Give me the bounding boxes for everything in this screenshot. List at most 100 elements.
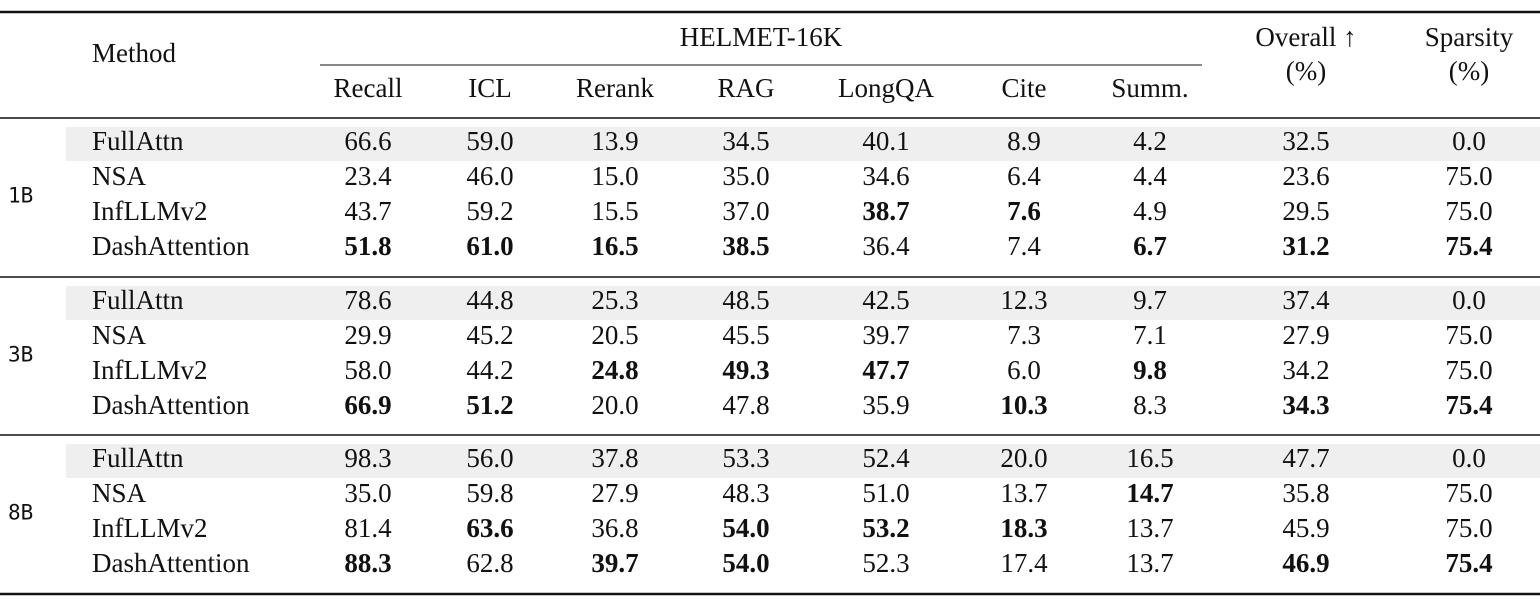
cell-value: 8.3 xyxy=(1133,390,1167,420)
cell-value: 59.2 xyxy=(466,196,513,226)
cell-value: 44.8 xyxy=(466,285,513,315)
group-label: 3B xyxy=(8,343,33,367)
cell-value: 7.1 xyxy=(1133,320,1167,350)
cell-value: 51.2 xyxy=(466,390,513,420)
cell-value: 45.5 xyxy=(722,320,769,350)
cell-value: 27.9 xyxy=(591,478,638,508)
cell-value: 81.4 xyxy=(344,513,392,543)
method-header: Method xyxy=(92,38,176,68)
cell-value: 75.4 xyxy=(1445,231,1492,261)
method-name: InfLLMv2 xyxy=(92,513,207,543)
column-header: LongQA xyxy=(838,73,934,103)
cell-value: 4.2 xyxy=(1133,126,1167,156)
cell-value: 75.4 xyxy=(1445,548,1492,578)
method-name: InfLLMv2 xyxy=(92,355,207,385)
cell-value: 38.5 xyxy=(722,231,769,261)
cell-value: 37.8 xyxy=(591,443,638,473)
cell-value: 98.3 xyxy=(344,443,391,473)
cell-value: 75.0 xyxy=(1445,355,1492,385)
cell-value: 48.5 xyxy=(722,285,769,315)
group-header: HELMET-16K xyxy=(680,22,843,52)
cell-value: 75.4 xyxy=(1445,390,1492,420)
cell-value: 9.7 xyxy=(1133,285,1167,315)
cell-value: 13.7 xyxy=(1000,478,1047,508)
cell-value: 20.0 xyxy=(1000,443,1047,473)
cell-value: 35.9 xyxy=(862,390,909,420)
cell-value: 0.0 xyxy=(1452,126,1486,156)
cell-value: 75.0 xyxy=(1445,161,1492,191)
row-shade xyxy=(66,127,1540,161)
cell-value: 51.8 xyxy=(344,231,391,261)
cell-value: 49.3 xyxy=(722,355,769,385)
cell-value: 61.0 xyxy=(466,231,513,261)
cell-value: 40.1 xyxy=(862,126,909,156)
column-header: ICL xyxy=(468,73,512,103)
method-name: DashAttention xyxy=(92,390,250,420)
cell-value: 34.5 xyxy=(722,126,769,156)
column-header: Rerank xyxy=(576,73,654,103)
cell-value: 53.3 xyxy=(722,443,769,473)
cell-value: 46.9 xyxy=(1282,548,1329,578)
method-name: DashAttention xyxy=(92,231,250,261)
cell-value: 62.8 xyxy=(466,548,513,578)
cell-value: 42.5 xyxy=(862,285,909,315)
cell-value: 4.9 xyxy=(1133,196,1167,226)
cell-value: 45.2 xyxy=(466,320,513,350)
cell-value: 6.0 xyxy=(1007,355,1041,385)
cell-value: 36.8 xyxy=(591,513,638,543)
cell-value: 53.2 xyxy=(862,513,909,543)
method-name: InfLLMv2 xyxy=(92,196,207,226)
cell-value: 51.0 xyxy=(862,478,909,508)
cell-value: 47.8 xyxy=(722,390,769,420)
column-header: Cite xyxy=(1002,73,1047,103)
cell-value: 15.5 xyxy=(591,196,638,226)
method-name: FullAttn xyxy=(92,285,184,315)
cell-value: 35.8 xyxy=(1282,478,1329,508)
group-label: 8B xyxy=(8,501,33,525)
cell-value: 7.4 xyxy=(1007,231,1041,261)
cell-value: 56.0 xyxy=(466,443,513,473)
method-name: NSA xyxy=(92,320,147,350)
cell-value: 66.6 xyxy=(344,126,391,156)
cell-value: 45.9 xyxy=(1282,513,1329,543)
cell-value: 17.4 xyxy=(1000,548,1048,578)
method-name: FullAttn xyxy=(92,126,184,156)
cell-value: 8.9 xyxy=(1007,126,1041,156)
cell-value: 48.3 xyxy=(722,478,769,508)
method-name: DashAttention xyxy=(92,548,250,578)
cell-value: 44.2 xyxy=(466,355,513,385)
cell-value: 23.4 xyxy=(344,161,392,191)
cell-value: 13.9 xyxy=(591,126,638,156)
cell-value: 58.0 xyxy=(344,355,391,385)
cell-value: 14.7 xyxy=(1126,478,1173,508)
overall-unit: (%) xyxy=(1286,56,1326,86)
cell-value: 27.9 xyxy=(1282,320,1329,350)
cell-value: 52.4 xyxy=(862,443,910,473)
cell-value: 29.5 xyxy=(1282,196,1329,226)
cell-value: 36.4 xyxy=(862,231,910,261)
cell-value: 18.3 xyxy=(1000,513,1047,543)
cell-value: 39.7 xyxy=(862,320,909,350)
cell-value: 12.3 xyxy=(1000,285,1047,315)
cell-value: 6.7 xyxy=(1133,231,1167,261)
cell-value: 38.7 xyxy=(862,196,909,226)
cell-value: 63.6 xyxy=(466,513,513,543)
cell-value: 39.7 xyxy=(591,548,638,578)
cell-value: 59.8 xyxy=(466,478,513,508)
column-header: RAG xyxy=(717,73,774,103)
column-header: Summ. xyxy=(1111,73,1188,103)
cell-value: 66.9 xyxy=(344,390,391,420)
cell-value: 6.4 xyxy=(1007,161,1041,191)
cell-value: 88.3 xyxy=(344,548,391,578)
cell-value: 4.4 xyxy=(1133,161,1167,191)
cell-value: 75.0 xyxy=(1445,478,1492,508)
cell-value: 7.3 xyxy=(1007,320,1041,350)
cell-value: 54.0 xyxy=(722,513,769,543)
cell-value: 59.0 xyxy=(466,126,513,156)
row-shade xyxy=(66,286,1540,320)
cell-value: 47.7 xyxy=(862,355,909,385)
cell-value: 31.2 xyxy=(1282,231,1329,261)
cell-value: 78.6 xyxy=(344,285,391,315)
cell-value: 16.5 xyxy=(1126,443,1173,473)
